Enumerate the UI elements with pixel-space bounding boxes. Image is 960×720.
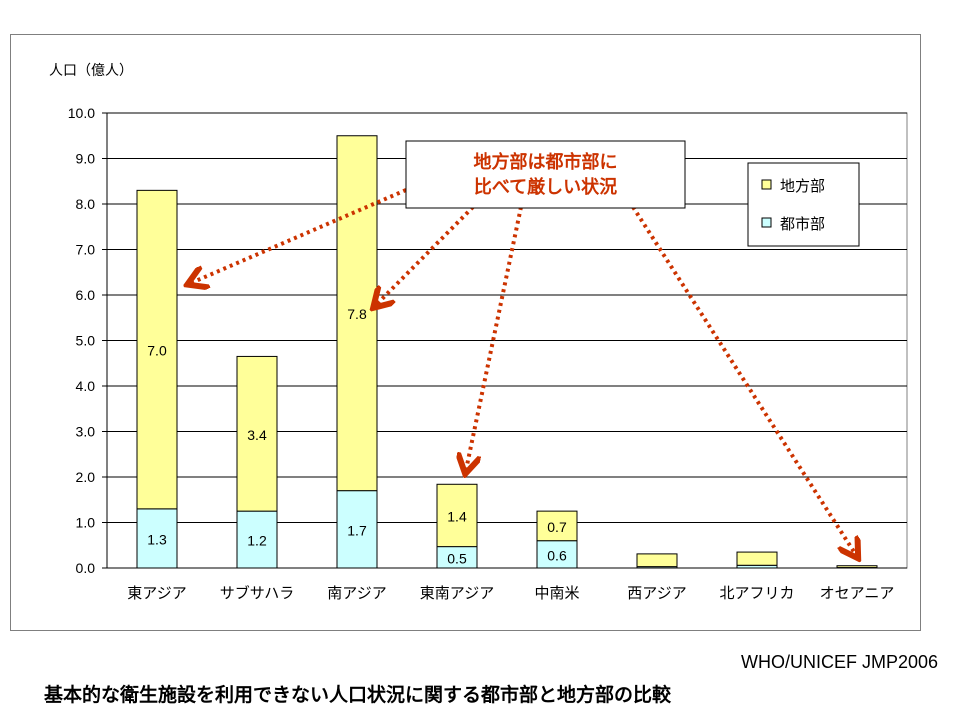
y-axis-label: 人口（億人）	[49, 63, 133, 79]
bar-urban	[136, 508, 178, 569]
x-tick-label: 東南アジア	[420, 584, 494, 602]
chart-frame: 0.0 1.0 2.0 3.0 4.0 5.0 6.0 7.0 8.0 9.0 10.0 人口（億人）…	[10, 34, 921, 631]
bar-rural	[436, 483, 478, 548]
data-label-rural: 0.7	[547, 519, 567, 535]
annotation-arrow	[376, 205, 475, 305]
y-tick-label: 3.0	[76, 424, 96, 440]
legend	[747, 162, 860, 247]
annotation-arrow	[631, 205, 856, 555]
data-label-urban: 1.2	[247, 533, 267, 549]
data-label-rural: 7.0	[147, 343, 167, 359]
bar-rural	[336, 135, 378, 492]
legend-swatch	[761, 217, 772, 228]
y-tick-label: 5.0	[76, 333, 96, 349]
y-tick-label: 8.0	[76, 196, 96, 212]
data-label-urban: 0.6	[547, 547, 567, 563]
bar-urban	[536, 540, 578, 569]
bar-rural	[836, 565, 878, 569]
data-label-rural: 3.4	[247, 427, 267, 443]
data-label-rural: 7.8	[347, 306, 367, 322]
bar-urban	[236, 510, 278, 569]
annotation-text: 地方部は都市部に	[474, 151, 618, 173]
x-tick-label: 東アジア	[127, 584, 186, 602]
y-tick-label: 1.0	[76, 515, 96, 531]
caption-text: 基本的な衛生施設を利用できない人口状況に関する都市部と地方部の比較	[44, 684, 672, 706]
bar-rural	[636, 553, 678, 568]
x-tick-label: 南アジア	[327, 584, 386, 602]
y-tick-label: 2.0	[76, 469, 96, 485]
y-tick-label: 7.0	[76, 242, 96, 258]
bar-urban	[336, 490, 378, 569]
data-label-urban: 0.5	[447, 550, 467, 566]
bar-rural	[736, 551, 778, 566]
bar-rural	[136, 189, 178, 510]
legend-label: 地方部	[780, 177, 825, 195]
bar-rural	[536, 510, 578, 542]
source-text: WHO/UNICEF JMP2006	[740, 652, 938, 672]
data-label-rural: 1.4	[447, 508, 467, 524]
chart-svg: 0.0 1.0 2.0 3.0 4.0 5.0 6.0 7.0 8.0 9.0 10.0 人口（億人）…	[49, 63, 908, 602]
x-tick-label: 中南米	[534, 584, 579, 602]
x-tick-label: オセアニア	[820, 584, 895, 602]
annotation-box	[405, 140, 686, 209]
legend-label: 都市部	[780, 215, 825, 233]
x-tick-label: 北アフリカ	[719, 584, 794, 602]
y-tick-label: 4.0	[76, 378, 96, 394]
annotation-text: 比べて厳しい状況	[474, 176, 617, 198]
data-label-urban: 1.7	[347, 522, 367, 538]
y-tick-label: 6.0	[76, 287, 96, 303]
y-tick-label: 10.0	[68, 105, 95, 121]
y-tick-label: 0.0	[76, 560, 96, 576]
data-label-urban: 1.3	[147, 531, 167, 547]
x-tick-label: 西アジア	[627, 584, 686, 602]
y-tick-label: 9.0	[76, 151, 96, 167]
annotation-arrow	[466, 206, 523, 470]
legend-swatch	[761, 179, 772, 190]
bar-rural	[236, 355, 278, 512]
x-tick-label: サブサハラ	[220, 584, 294, 602]
